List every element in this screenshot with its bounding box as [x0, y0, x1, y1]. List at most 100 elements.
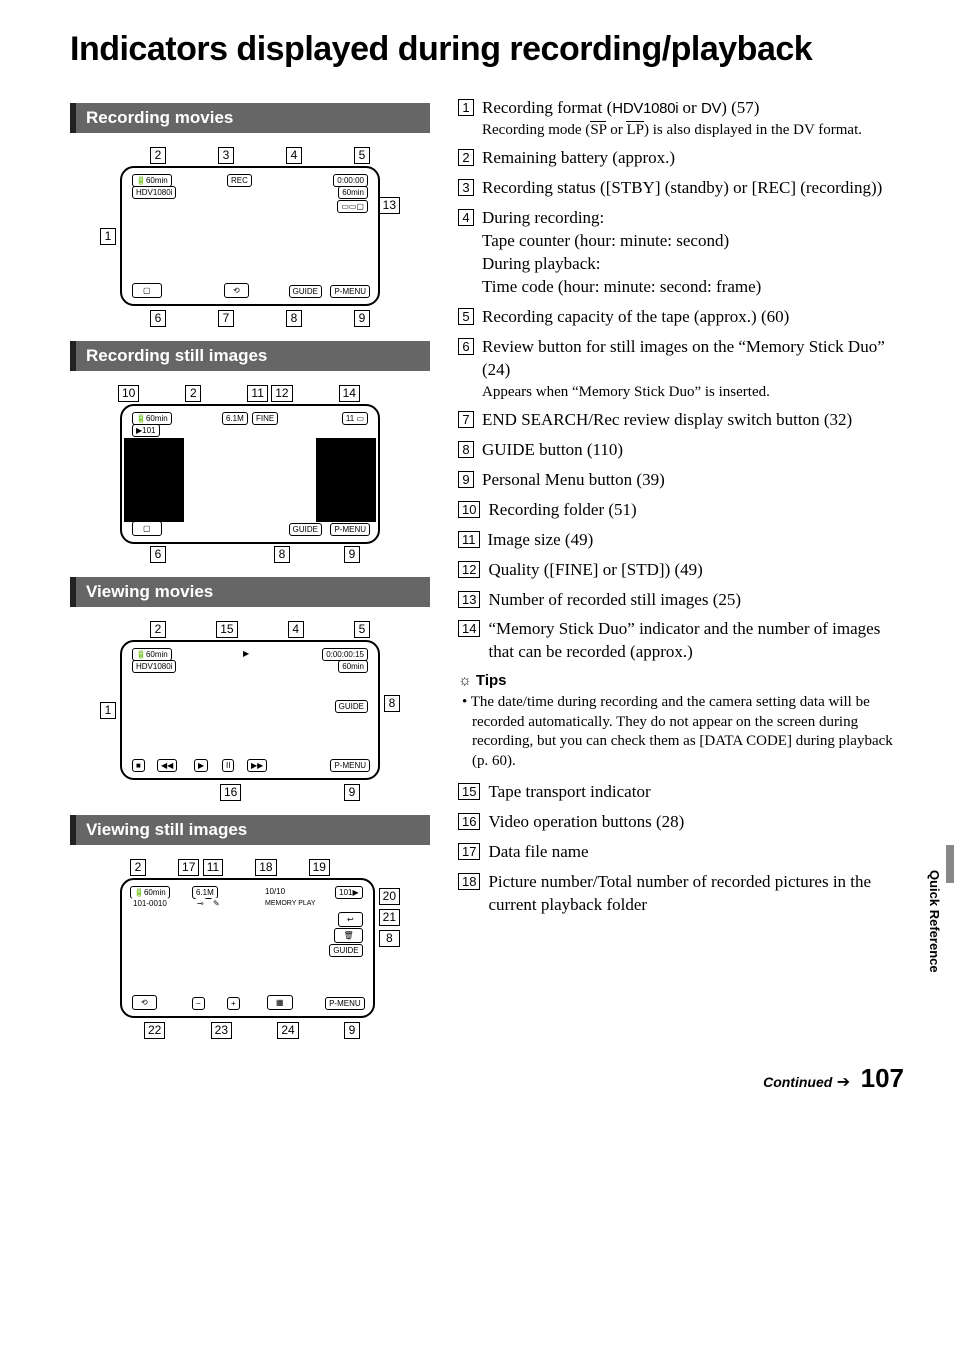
callout-17: 17 [178, 859, 199, 876]
osd-play-icon: ▶ [194, 759, 208, 772]
callout-4: 4 [286, 147, 302, 164]
callout-6b: 6 [150, 546, 166, 563]
osd-capacity: 60min [338, 186, 368, 199]
section-recording-stills: Recording still images [70, 341, 430, 371]
osd-picnum: 10/10 [262, 886, 288, 897]
callout-1b: 1 [100, 702, 116, 719]
osd-rec: REC [227, 174, 252, 187]
osd-endsearch-icon: ⟲ [224, 283, 249, 298]
osd-count: 11 ▭ [342, 412, 368, 425]
legend-item-7: 7END SEARCH/Rec review display switch bu… [458, 409, 904, 432]
osd-guide: GUIDE [329, 944, 362, 957]
osd-print-icon: ✎ [210, 898, 223, 909]
legend-item-11: 11Image size (49) [458, 529, 904, 552]
page-title: Indicators displayed during recording/pl… [70, 30, 904, 69]
callout-6: 6 [150, 310, 166, 327]
callout-19: 19 [309, 859, 330, 876]
osd-pmenu: P-MENU [330, 285, 370, 298]
legend-item-12: 12Quality ([FINE] or [STD]) (49) [458, 559, 904, 582]
callout-22: 22 [144, 1022, 165, 1039]
osd-pmenu: P-MENU [330, 759, 370, 772]
osd-transport-icon: ▶ [240, 648, 252, 659]
osd-quality: FINE [252, 412, 278, 425]
osd-minus: − [192, 997, 205, 1010]
osd-delete-icon: 🗑 [334, 928, 362, 943]
callout-4b: 4 [288, 621, 304, 638]
osd-plus: + [227, 997, 240, 1010]
callout-9d: 9 [344, 1022, 360, 1039]
diagram-viewing-movies: 2 15 4 5 1 🔋60min HDV1080i ▶ 0:00:00:15 … [100, 621, 400, 801]
page-number: 107 [861, 1063, 904, 1093]
osd-size: 6.1M [222, 412, 248, 425]
legend-item-9: 9Personal Menu button (39) [458, 469, 904, 492]
callout-8d: 8 [379, 930, 400, 947]
legend-item-2: 2Remaining battery (approx.) [458, 147, 904, 170]
section-viewing-stills: Viewing still images [70, 815, 430, 845]
legend-item-6: 6 Review button for still images on the … [458, 336, 904, 402]
osd-tape-icon: ⟲ [132, 995, 157, 1010]
legend-item-13: 13Number of recorded still images (25) [458, 589, 904, 612]
side-tab-label: Quick Reference [927, 870, 942, 973]
callout-7: 7 [218, 310, 234, 327]
legend-item-3: 3Recording status ([STBY] (standby) or [… [458, 177, 904, 200]
arrow-icon: ➔ [837, 1074, 850, 1091]
continued-label: Continued [763, 1074, 832, 1090]
osd-capacity: 60min [338, 660, 368, 673]
callout-15: 15 [216, 621, 237, 638]
osd-pmenu: P-MENU [330, 523, 370, 536]
callout-23: 23 [211, 1022, 232, 1039]
callout-12: 12 [271, 385, 292, 402]
tips-heading: Tips [458, 672, 904, 689]
diagram-recording-movies: 2 3 4 5 1 🔋60min HDV1080i REC 0:00:00 60… [100, 147, 400, 327]
osd-memory: MEMORY PLAY [262, 898, 319, 909]
callout-9: 9 [354, 310, 370, 327]
osd-guide: GUIDE [289, 285, 322, 298]
osd-format: HDV1080i [132, 660, 176, 673]
screen-recording-stills: 🔋60min ▶101 6.1M FINE 11 ▭ ▢ GUIDE P-MEN… [120, 404, 380, 544]
legend-item-18: 18Picture number/Total number of recorde… [458, 871, 904, 917]
callout-3: 3 [218, 147, 234, 164]
callout-9b: 9 [344, 546, 360, 563]
side-tab-bar [946, 845, 954, 883]
section-recording-movies: Recording movies [70, 103, 430, 133]
callout-9c: 9 [344, 784, 360, 801]
osd-format: HDV1080i [132, 186, 176, 199]
diagram-viewing-stills: 2 17 11 18 19 0 🔋60min 101-0010 6.1M 10/… [100, 859, 400, 1039]
osd-protect-icon: ⊸ [194, 898, 207, 909]
callout-5b: 5 [354, 621, 370, 638]
callout-8: 8 [286, 310, 302, 327]
legend-item-16: 16Video operation buttons (28) [458, 811, 904, 834]
osd-review-icon: ▢ [132, 283, 162, 298]
screen-viewing-movies: 🔋60min HDV1080i ▶ 0:00:00:15 60min GUIDE… [120, 640, 380, 780]
legend-item-14: 14“Memory Stick Duo” indicator and the n… [458, 618, 904, 664]
callout-13: 13 [379, 197, 400, 214]
screen-viewing-stills: 🔋60min 101-0010 6.1M 10/10 101▶ MEMORY P… [120, 878, 375, 1018]
osd-return-icon: ↩ [338, 912, 363, 927]
callout-20: 20 [379, 888, 400, 905]
callout-18: 18 [255, 859, 276, 876]
callout-2: 2 [150, 147, 166, 164]
osd-guide: GUIDE [289, 523, 322, 536]
osd-pmenu: P-MENU [325, 997, 365, 1010]
osd-guide: GUIDE [335, 700, 368, 713]
osd-folder: ▶101 [132, 424, 160, 437]
osd-stop-icon: ■ [132, 759, 145, 772]
diagram-recording-stills: 10 2 11 12 14 🔋60min ▶101 6.1M FINE 11 ▭… [100, 385, 400, 563]
legend-item-5: 5Recording capacity of the tape (approx.… [458, 306, 904, 329]
legend-item-10: 10Recording folder (51) [458, 499, 904, 522]
osd-review-icon: ▢ [132, 521, 162, 536]
osd-pause-icon: II [222, 759, 234, 772]
callout-24: 24 [277, 1022, 298, 1039]
callout-1: 1 [100, 228, 116, 245]
callout-21: 21 [379, 909, 400, 926]
callout-14: 14 [339, 385, 360, 402]
callout-8b: 8 [274, 546, 290, 563]
osd-still-count-icon: ▭▭▢ [337, 200, 368, 213]
callout-11b: 11 [203, 859, 223, 876]
footer: Continued ➔ 107 [70, 1063, 904, 1094]
section-viewing-movies: Viewing movies [70, 577, 430, 607]
callout-11: 11 [247, 385, 267, 402]
legend-item-4: 4 During recording: Tape counter (hour: … [458, 207, 904, 299]
callout-2d: 2 [130, 859, 146, 876]
legend-item-15: 15Tape transport indicator [458, 781, 904, 804]
